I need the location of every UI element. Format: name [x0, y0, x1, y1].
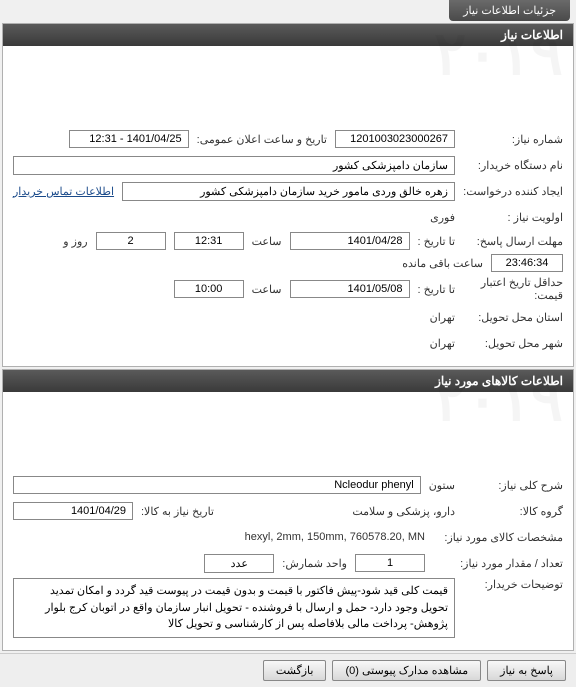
label-goods-spec: مشخصات کالای مورد نیاز:	[433, 531, 563, 544]
label-to-date: تا تاریخ :	[418, 235, 455, 248]
reply-button[interactable]: پاسخ به نیاز	[487, 660, 566, 681]
label-need-number: شماره نیاز:	[463, 133, 563, 146]
value-goods-spec: hexyl, 2mm, 150mm, 760578.20, MN	[245, 531, 425, 543]
field-validity-date: 1401/05/08	[290, 280, 410, 298]
field-announce-date: 1401/04/25 - 12:31	[69, 130, 189, 148]
field-need-date: 1401/04/29	[13, 502, 133, 520]
tab-need-details[interactable]: جزئیات اطلاعات نیاز	[449, 0, 570, 21]
link-buyer-contact[interactable]: اطلاعات تماس خریدار	[13, 185, 114, 198]
label-reply-deadline: مهلت ارسال پاسخ:	[463, 235, 563, 248]
field-days-left: 2	[96, 232, 166, 250]
label-buyer-notes: توضیحات خریدار:	[463, 578, 563, 591]
field-creator: زهره خالق وردی مامور خرید سازمان دامپزشک…	[122, 182, 455, 201]
value-province: تهران	[430, 311, 455, 324]
label-validity-time: ساعت	[252, 283, 282, 296]
label-quantity: تعداد / مقدار مورد نیاز:	[433, 557, 563, 570]
field-deadline-time: 12:31	[174, 232, 244, 250]
label-priority: اولویت نیاز :	[463, 211, 563, 224]
field-validity-time: 10:00	[174, 280, 244, 298]
label-goods-group: گروه کالا:	[463, 505, 563, 518]
label-validity-to: تا تاریخ :	[418, 283, 455, 296]
label-unit: واحد شمارش:	[282, 557, 347, 570]
field-buyer-notes: قیمت کلی قید شود-پیش فاکتور با قیمت و بد…	[13, 578, 455, 638]
label-city: شهر محل تحویل:	[463, 337, 563, 350]
panel2-title: اطلاعات کالاهای مورد نیاز	[3, 370, 573, 392]
label-days: روز و	[63, 235, 87, 248]
value-city: تهران	[430, 337, 455, 350]
label-province: استان محل تحویل:	[463, 311, 563, 324]
value-priority: فوری	[430, 211, 455, 224]
label-overall-desc: شرح کلی نیاز:	[463, 479, 563, 492]
label-buyer-org: نام دستگاه خریدار:	[463, 159, 563, 172]
panel-need-info: اطلاعات نیاز ۲۰۱۹ شماره نیاز: 1201003023…	[2, 23, 574, 367]
field-deadline-date: 1401/04/28	[290, 232, 410, 250]
label-column: ستون	[429, 479, 455, 492]
label-need-date: تاریخ نیاز به کالا:	[141, 505, 214, 518]
panel-goods-info: اطلاعات کالاهای مورد نیاز ۲۰۱۹ شرح کلی ن…	[2, 369, 574, 651]
field-need-number: 1201003023000267	[335, 130, 455, 148]
field-overall-desc: Ncleodur phenyl	[13, 476, 421, 494]
label-announce-date: تاریخ و ساعت اعلان عمومی:	[197, 133, 327, 146]
field-buyer-org: سازمان دامپزشکی کشور	[13, 156, 455, 175]
panel1-title: اطلاعات نیاز	[3, 24, 573, 46]
label-validity: حداقل تاریخ اعتبار قیمت:	[463, 276, 563, 302]
value-goods-group: دارو، پزشکی و سلامت	[352, 505, 455, 518]
label-creator: ایجاد کننده درخواست:	[463, 185, 563, 198]
label-remain: ساعت باقی مانده	[402, 257, 483, 270]
attachments-button[interactable]: مشاهده مدارک پیوستی (0)	[332, 660, 481, 681]
field-unit: عدد	[204, 554, 274, 573]
button-bar: پاسخ به نیاز مشاهده مدارک پیوستی (0) باز…	[0, 653, 576, 687]
back-button[interactable]: بازگشت	[263, 660, 327, 681]
label-time: ساعت	[252, 235, 282, 248]
field-clock: 23:46:34	[491, 254, 563, 272]
